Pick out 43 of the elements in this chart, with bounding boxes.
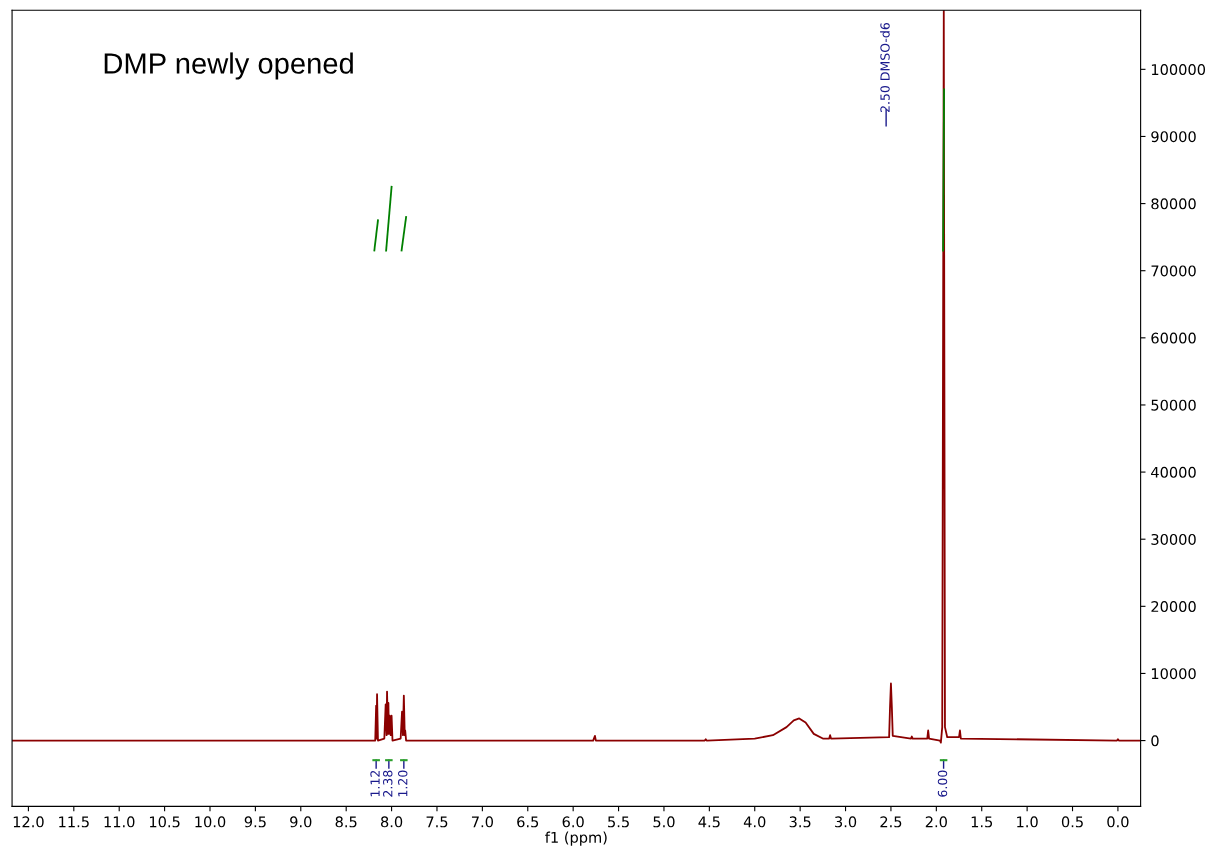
- x-tick-label: 9.5: [244, 816, 266, 828]
- annotation: 1.12: [370, 770, 380, 797]
- x-tick-label: 7.5: [426, 816, 448, 828]
- annotation: 2.38: [383, 770, 393, 797]
- x-tick-label: 11.0: [104, 816, 135, 828]
- x-tick-label: 10.5: [149, 816, 180, 828]
- text: DMP newly opened: [104, 52, 353, 80]
- x-tick-label: 8.0: [380, 816, 403, 828]
- x-tick-label: 1.5: [971, 816, 993, 828]
- y-tick-label: 40000: [1151, 466, 1196, 478]
- y-tick-label: 10000: [1151, 668, 1196, 680]
- x-tick-label: 0.5: [1061, 816, 1083, 828]
- x-tick-label: 6.5: [517, 816, 539, 828]
- annotation: 1.20: [398, 770, 408, 797]
- y-tick-label: 80000: [1151, 198, 1196, 210]
- annotation: 6.00: [937, 770, 948, 797]
- x-tick-label: 4.0: [743, 816, 766, 828]
- y-tick-label: 60000: [1151, 332, 1196, 344]
- x-tick-label: 3.5: [789, 816, 811, 828]
- x-tick-label: 11.5: [59, 816, 89, 828]
- x-tick-label: 5.0: [653, 816, 675, 828]
- y-tick-label: 20000: [1151, 601, 1196, 613]
- y-tick-label: 50000: [1151, 399, 1196, 411]
- x-tick-label: 1.0: [1017, 816, 1038, 828]
- y-tick-label: 70000: [1151, 265, 1196, 277]
- x-tick-label: 0.0: [1107, 816, 1129, 828]
- x-tick-label: 5.5: [608, 816, 629, 828]
- x-tick-label: 6.0: [562, 816, 584, 828]
- annotation: 2.50 DMSO-d6: [880, 23, 890, 113]
- x-axis-title: f1 (ppm): [545, 831, 607, 846]
- y-tick-label: 0: [1151, 735, 1159, 747]
- x-tick-label: 2.0: [925, 816, 947, 828]
- x-tick-label: 8.5: [335, 816, 357, 828]
- x-tick-label: 12.0: [13, 816, 44, 828]
- x-tick-label: 2.5: [880, 816, 902, 828]
- y-tick-label: 90000: [1151, 131, 1196, 143]
- x-tick-label: 9.0: [290, 816, 312, 828]
- x-tick-label: 3.0: [835, 816, 857, 828]
- x-tick-label: 10.0: [195, 816, 226, 828]
- x-tick-label: 4.5: [698, 816, 720, 828]
- y-tick-label: 100000: [1151, 64, 1206, 76]
- x-tick-label: 7.0: [471, 816, 493, 828]
- y-tick-label: 30000: [1151, 533, 1196, 545]
